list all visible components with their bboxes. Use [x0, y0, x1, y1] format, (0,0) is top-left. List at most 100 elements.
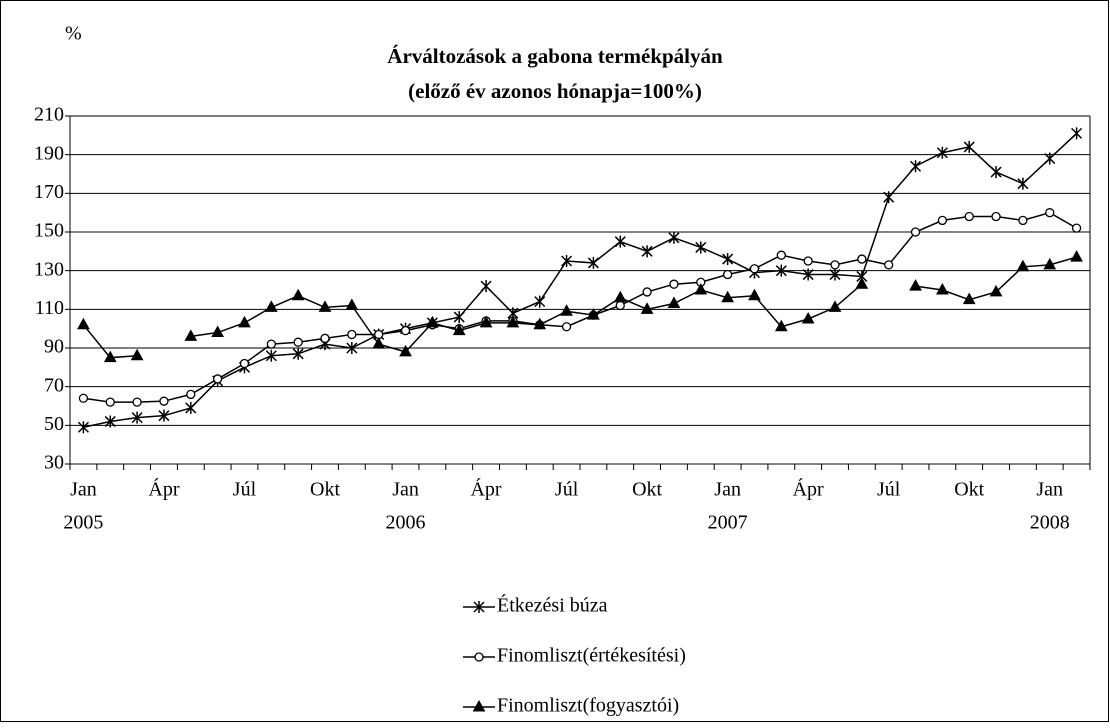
marker	[614, 235, 626, 248]
chart-subtitle: (előző év azonos hónapja=100%)	[408, 79, 702, 103]
x-tick-label: 2006	[386, 512, 426, 534]
x-tick-label: Júl	[555, 479, 579, 501]
marker	[184, 329, 198, 341]
marker	[964, 211, 974, 222]
y-tick-label: 90	[44, 336, 64, 358]
marker	[130, 348, 144, 361]
y-tick-label: 150	[34, 220, 64, 242]
marker	[883, 191, 895, 204]
marker	[801, 311, 815, 324]
marker	[104, 415, 116, 428]
y-tick-label: 130	[34, 258, 64, 280]
marker	[640, 302, 654, 314]
marker	[669, 279, 679, 289]
marker	[587, 256, 599, 269]
marker	[748, 288, 761, 301]
marker	[909, 160, 922, 173]
marker	[132, 397, 142, 407]
marker	[561, 255, 573, 267]
x-tick-label: Okt	[954, 479, 984, 501]
marker	[103, 350, 117, 363]
x-tick-label: Jan	[1036, 479, 1063, 501]
x-tick-label: 2008	[1030, 512, 1070, 534]
series-line	[83, 211, 1077, 403]
marker	[105, 397, 115, 407]
marker	[1045, 208, 1055, 218]
marker	[533, 317, 547, 330]
marker	[506, 315, 520, 328]
y-tick-label: 110	[35, 297, 64, 319]
marker	[292, 347, 304, 360]
marker	[266, 339, 276, 349]
marker	[855, 277, 869, 289]
marker	[749, 264, 760, 274]
legend-label: Finomliszt(fogyasztói)	[497, 695, 679, 717]
marker	[963, 140, 975, 153]
marker	[212, 374, 223, 384]
marker	[1071, 127, 1083, 140]
y-tick-label: 190	[34, 142, 64, 164]
marker	[1018, 215, 1028, 226]
marker	[910, 227, 921, 237]
y-axis-label: %	[65, 23, 82, 45]
x-tick-label: Okt	[632, 479, 662, 501]
marker	[239, 358, 250, 369]
marker	[158, 409, 170, 422]
marker	[472, 699, 486, 712]
marker	[829, 268, 841, 281]
marker	[775, 264, 787, 277]
marker	[473, 601, 485, 613]
marker	[615, 300, 625, 311]
marker	[345, 298, 359, 310]
marker	[291, 288, 305, 301]
marker	[238, 315, 251, 328]
marker	[802, 268, 814, 281]
marker	[1044, 152, 1056, 165]
marker	[211, 325, 224, 338]
marker	[479, 315, 493, 328]
marker	[962, 292, 976, 305]
marker	[534, 295, 546, 308]
marker	[1043, 257, 1057, 270]
x-tick-label: 2007	[708, 512, 748, 534]
marker	[989, 284, 1003, 297]
marker	[1017, 177, 1029, 190]
marker	[159, 396, 169, 406]
marker	[452, 323, 466, 336]
marker	[347, 329, 357, 340]
marker	[641, 245, 653, 258]
marker	[828, 300, 842, 312]
marker	[613, 290, 627, 303]
x-tick-label: Ápr	[470, 478, 501, 501]
x-tick-label: Ápr	[793, 478, 824, 501]
marker	[830, 260, 840, 270]
marker	[453, 311, 465, 324]
y-tick-label: 210	[34, 104, 64, 126]
marker	[774, 319, 788, 332]
x-tick-label: Jan	[70, 479, 97, 501]
marker	[264, 300, 278, 312]
marker	[131, 411, 143, 424]
marker	[721, 290, 734, 303]
marker	[1070, 250, 1083, 262]
marker	[293, 337, 303, 347]
marker	[936, 146, 948, 159]
x-tick-label: Jan	[392, 479, 419, 501]
y-tick-label: 50	[44, 413, 64, 435]
x-tick-label: Júl	[233, 479, 257, 501]
marker	[186, 389, 196, 400]
marker	[560, 304, 573, 316]
marker	[78, 393, 89, 403]
x-tick-label: 2005	[63, 512, 103, 534]
marker	[185, 401, 197, 414]
marker	[318, 300, 332, 312]
marker	[695, 241, 707, 254]
marker	[399, 344, 412, 357]
marker	[909, 279, 922, 291]
marker	[426, 315, 439, 328]
chart-title: Árváltozások a gabona termékpályán	[387, 44, 723, 68]
x-tick-label: Ápr	[148, 478, 179, 501]
marker	[1071, 223, 1082, 233]
